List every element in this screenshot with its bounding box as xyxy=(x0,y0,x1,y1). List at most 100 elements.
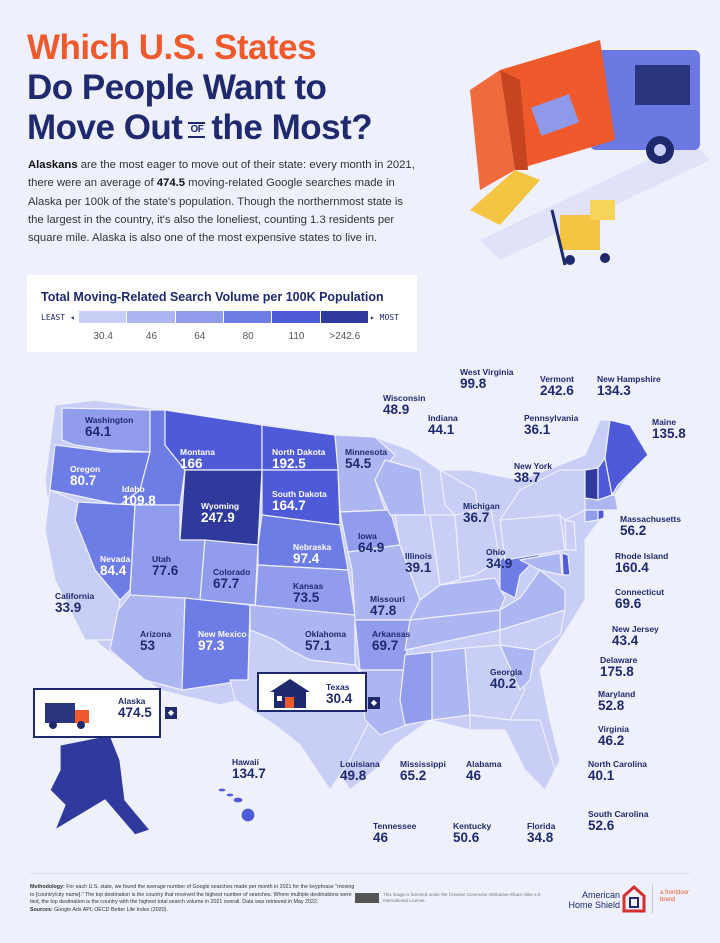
state-value: 175.8 xyxy=(600,663,634,679)
label-california: California 33.9 xyxy=(55,592,94,615)
state-name: Texas xyxy=(326,682,350,692)
state-michigan xyxy=(439,469,479,516)
label-michigan: Michigan 36.7 xyxy=(463,502,500,525)
label-north-carolina: North Carolina 40.1 xyxy=(588,760,647,783)
state-value: 242.6 xyxy=(540,382,574,398)
legend-swatch xyxy=(127,311,175,323)
brand-logo xyxy=(622,884,646,913)
state-value: 52.6 xyxy=(588,817,615,833)
label-georgia: Georgia 40.2 xyxy=(490,668,522,691)
label-mississippi: Mississippi 65.2 xyxy=(400,760,446,783)
legend-swatch xyxy=(79,311,127,323)
state-value: 84.4 xyxy=(100,562,127,578)
moving-truck-illustration xyxy=(470,40,710,266)
state-maine xyxy=(604,419,649,496)
label-south-carolina: South Carolina 52.6 xyxy=(588,810,648,833)
state-name: Indiana xyxy=(428,413,458,423)
state-name: South Carolina xyxy=(588,809,649,819)
label-ohio: Ohio 34.9 xyxy=(486,548,512,571)
legend-label: 80 xyxy=(242,331,254,342)
state-name: North Dakota xyxy=(272,447,326,457)
state-ohio xyxy=(454,504,501,579)
legend-swatch xyxy=(272,311,320,323)
brand-name: American Home Shield xyxy=(568,890,620,910)
state-name: North Carolina xyxy=(588,759,648,769)
label-louisiana: Louisiana 49.8 xyxy=(340,760,380,783)
label-texas: Texas 30.4 xyxy=(326,683,352,706)
state-value: 40.1 xyxy=(588,767,615,783)
label-oklahoma: Oklahoma 57.1 xyxy=(305,630,346,653)
state-alaska xyxy=(49,734,151,836)
texas-marker: ◆ xyxy=(368,697,380,709)
state-name: Ohio xyxy=(486,547,506,557)
state-name: Florida xyxy=(527,821,556,831)
state-rhode-island xyxy=(597,509,605,521)
state-name: Minnesota xyxy=(345,447,388,457)
state-name: Arizona xyxy=(140,629,172,639)
state-name: New Mexico xyxy=(198,629,247,639)
label-washington: Washington 64.1 xyxy=(85,416,133,439)
state-name: Missouri xyxy=(370,594,405,604)
state-value: 39.1 xyxy=(405,559,432,575)
label-oregon: Oregon 80.7 xyxy=(70,465,100,488)
legend: Total Moving-Related Search Volume per 1… xyxy=(27,275,417,352)
state-value: 134.3 xyxy=(597,382,631,398)
state-value: 43.4 xyxy=(612,632,639,648)
state-florida xyxy=(469,714,556,791)
state-virginia xyxy=(499,569,566,631)
state-value: 109.8 xyxy=(122,492,156,508)
label-arizona: Arizona 53 xyxy=(140,630,171,653)
parent-brand: a frontdoor brand xyxy=(660,890,690,903)
intro-highlight: 474.5 xyxy=(156,177,186,190)
intro-lead: Alaskans xyxy=(28,159,78,171)
label-wyoming: Wyoming 247.9 xyxy=(201,502,239,525)
label-connecticut: Connecticut 69.6 xyxy=(615,588,664,611)
intro-text-1: are the most eager to move out of their … xyxy=(28,159,415,190)
state-name: Virginia xyxy=(598,724,630,734)
state-value: 164.7 xyxy=(272,497,306,513)
state-name: Oregon xyxy=(70,464,101,474)
state-value: 135.8 xyxy=(652,425,686,441)
state-name: Montana xyxy=(180,447,215,457)
state-value: 57.1 xyxy=(305,637,332,653)
cc-license-badge xyxy=(355,893,379,903)
label-south-dakota: South Dakota 164.7 xyxy=(272,490,327,513)
state-value: 97.4 xyxy=(293,550,320,566)
label-arkansas: Arkansas 69.7 xyxy=(372,630,410,653)
state-value: 69.7 xyxy=(372,637,399,653)
label-virginia: Virginia 46.2 xyxy=(598,725,629,748)
state-indiana xyxy=(429,514,461,586)
state-value: 160.4 xyxy=(615,559,649,575)
state-vermont xyxy=(584,467,599,501)
state-name: Vermont xyxy=(540,374,575,384)
label-iowa: Iowa 64.9 xyxy=(358,532,384,555)
state-name: Illinois xyxy=(405,551,432,561)
methodology: Methodology: For each U.S. state, we fou… xyxy=(30,884,355,913)
state-value: 80.7 xyxy=(70,472,97,488)
label-missouri: Missouri 47.8 xyxy=(370,595,405,618)
title-move-out: Move Out xyxy=(27,108,183,147)
label-hawaii: Hawaii 134.7 xyxy=(232,758,266,781)
state-name: Michigan xyxy=(463,501,500,511)
legend-swatch xyxy=(175,311,223,323)
state-name: Hawaii xyxy=(232,757,259,767)
state-name: Alaska xyxy=(118,696,146,706)
state-name: New Jersey xyxy=(612,624,659,634)
label-pennsylvania: Pennsylvania 36.1 xyxy=(524,414,578,437)
label-kansas: Kansas 73.5 xyxy=(293,582,323,605)
state-value: 54.5 xyxy=(345,455,372,471)
state-name: Wisconsin xyxy=(383,393,426,403)
state-name: Kansas xyxy=(293,581,324,591)
label-nevada: Nevada 84.4 xyxy=(100,555,130,578)
texas-callout xyxy=(257,672,367,712)
state-value: 34.9 xyxy=(486,555,513,571)
footer-divider xyxy=(30,873,690,874)
state-value: 47.8 xyxy=(370,602,397,618)
title-line-2: Do People Want to xyxy=(27,68,327,107)
label-new-york: New York 38.7 xyxy=(514,462,552,485)
label-florida: Florida 34.8 xyxy=(527,822,555,845)
state-value: 247.9 xyxy=(201,509,235,525)
state-name: Iowa xyxy=(358,531,377,541)
state-name: Alabama xyxy=(466,759,502,769)
